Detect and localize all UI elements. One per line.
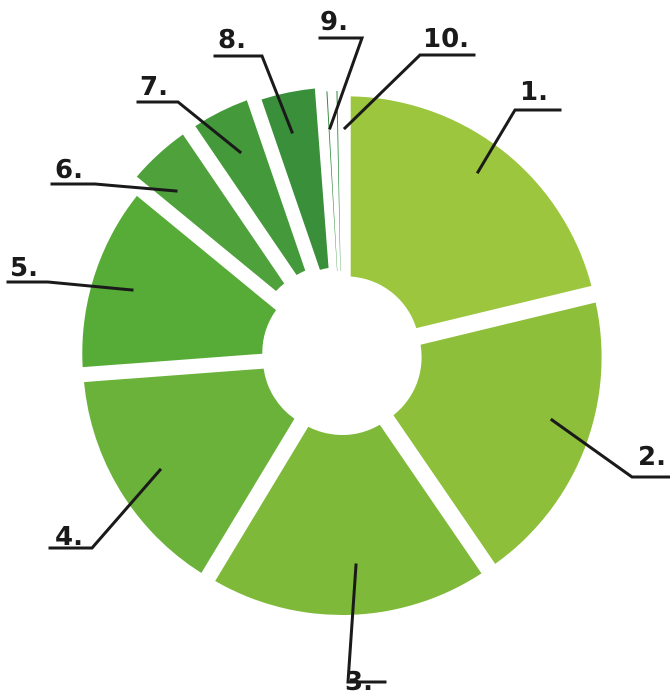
leader-line-10 [342,53,476,131]
pie-slice-9 [326,91,338,272]
pie-slice-2 [393,302,602,564]
slice-label-2: 2. [638,442,666,472]
pie-slice-1 [350,96,592,329]
slice-label-8: 8. [218,25,246,55]
slice-label-7: 7. [140,72,168,102]
leader-line-2 [549,417,670,479]
leader-line-7 [136,100,243,155]
chart-segments [82,88,602,615]
leader-line-5 [6,280,134,292]
chart-center-hole [268,281,416,429]
slice-label-4: 4. [55,522,83,552]
slice-label-5: 5. [10,253,38,283]
slice-label-6: 6. [55,155,83,185]
pie-slice-4 [84,368,295,573]
pie-slice-10 [336,91,341,272]
chart-leader-lines [6,36,670,684]
slice-label-1: 1. [520,77,548,107]
slice-label-10: 10. [423,24,469,54]
slice-label-3: 3. [345,667,373,695]
pie-slice-6 [136,134,285,291]
chart-labels: 1. 2. 3. 4. 5. 6. 7. 8. 9. 10. [10,7,666,695]
leader-line-3 [346,563,387,684]
leader-line-6 [50,182,178,193]
pie-slice-3 [215,424,482,615]
leader-line-4 [48,467,163,550]
leader-line-8 [213,54,294,134]
pie-slice-5 [82,195,277,368]
slice-label-9: 9. [320,7,348,37]
pie-slice-7 [195,100,306,276]
leader-line-9 [318,36,365,130]
leader-line-1 [475,108,562,175]
pie-slice-8 [261,88,329,270]
